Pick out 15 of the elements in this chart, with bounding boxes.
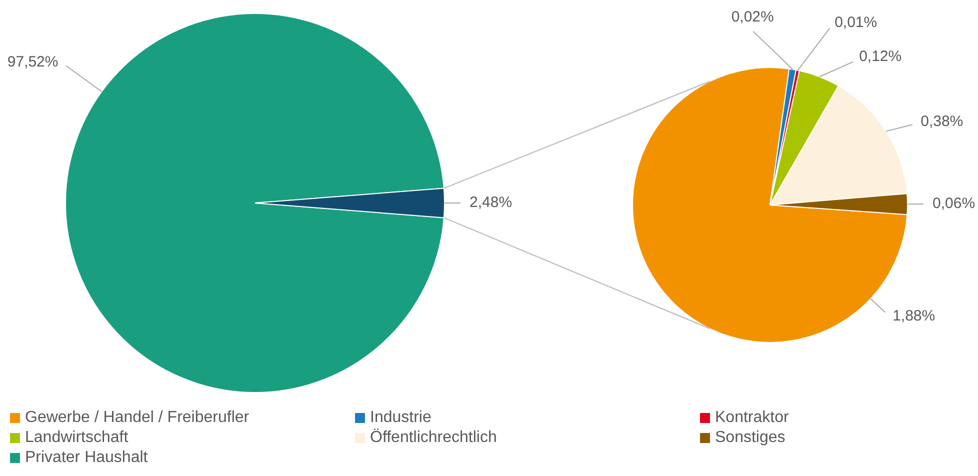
data-label: 0,01% [834,14,878,31]
data-label: 0,02% [731,8,774,26]
legend-label: Öffentlichrechtlich [370,428,497,446]
legend-label: Privater Haushalt [25,448,148,466]
data-label: 2,48% [470,194,512,212]
data-label: 0,06% [932,195,976,212]
legend-label: Gewerbe / Handel / Freiberufler [25,408,250,426]
legend-label: Sonstiges [715,428,786,446]
data-label: 0,12% [859,48,902,65]
data-label: 0,38% [920,112,964,130]
legend-label: Kontraktor [715,408,789,426]
legend-label: Industrie [370,408,432,426]
data-label: 97,52% [7,53,58,70]
legend-label: Landwirtschaft [25,428,128,446]
data-label: 1,88% [892,308,936,325]
